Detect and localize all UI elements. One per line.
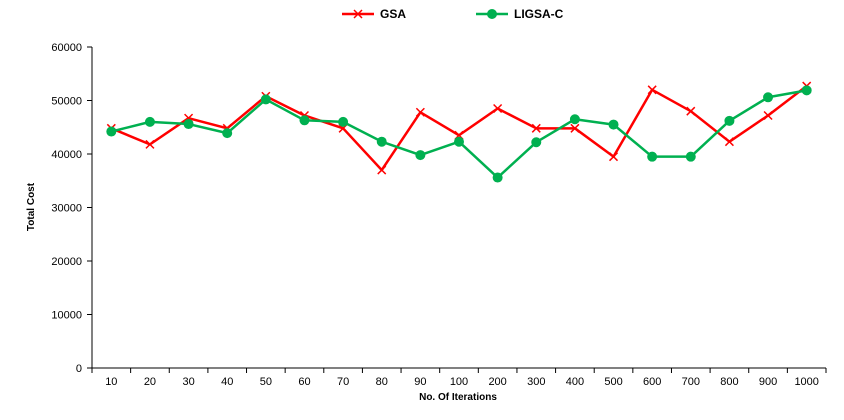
data-point	[415, 107, 425, 117]
x-tick-label: 20	[144, 376, 156, 388]
marker-stroke	[145, 139, 155, 149]
x-tick-label: 100	[450, 376, 468, 388]
x-axis: 10 20 30 40 50 60 70 80 90 100 200 300 400 500 600 700 8…	[91, 367, 827, 388]
x-tick-label: 30	[182, 376, 194, 388]
data-point	[376, 136, 387, 147]
series-layer	[106, 81, 812, 183]
x-tick-label: 40	[221, 376, 233, 388]
legend-marker	[353, 9, 363, 19]
marker-stroke	[353, 9, 363, 19]
marker-stroke	[493, 103, 503, 114]
y-tick-label: 50000	[51, 96, 82, 108]
x-tick-label: 80	[376, 376, 388, 388]
x-tick-label: 800	[720, 376, 738, 388]
data-point	[686, 106, 696, 116]
x-axis-title: No. Of Iterations	[419, 392, 497, 403]
legend-label: GSA	[380, 7, 406, 21]
data-point	[685, 151, 696, 162]
data-point	[492, 172, 503, 183]
x-tick-label: 90	[414, 376, 426, 388]
y-tick-label: 60000	[51, 42, 82, 54]
data-point	[763, 92, 774, 103]
series-ligsa-c	[106, 85, 812, 183]
marker-stroke	[608, 152, 619, 162]
y-tick-label: 10000	[51, 310, 82, 322]
data-point	[415, 150, 426, 161]
marker-stroke	[647, 85, 657, 95]
marker-stroke	[763, 110, 773, 121]
y-axis-title: Total Cost	[26, 182, 37, 231]
x-tick-label: 700	[682, 376, 700, 388]
y-tick-label: 30000	[51, 203, 82, 215]
data-point	[724, 137, 734, 147]
y-tick-label: 20000	[51, 256, 82, 268]
data-point	[570, 123, 580, 133]
data-point	[222, 128, 233, 139]
data-point	[724, 115, 735, 126]
x-tick-label: 200	[488, 376, 506, 388]
y-tick-label: 40000	[51, 149, 82, 161]
marker-stroke	[686, 106, 696, 116]
marker-stroke	[531, 123, 541, 133]
marker-stroke	[724, 137, 734, 147]
marker-stroke	[377, 165, 387, 175]
y-tick-label: 0	[76, 363, 82, 375]
x-tick-label: 70	[337, 376, 349, 388]
data-point	[647, 85, 657, 95]
legend-item: LIGSA-C	[476, 7, 564, 21]
legend-marker	[487, 9, 497, 19]
marker-stroke	[570, 123, 580, 133]
data-point	[377, 165, 387, 175]
data-point	[763, 110, 773, 121]
legend-item: GSA	[342, 7, 406, 21]
x-tick-label: 50	[260, 376, 272, 388]
legend-label: LIGSA-C	[514, 7, 564, 21]
y-axis: 0 10000 20000 30000 40000 50000 60000	[51, 42, 93, 375]
data-point	[338, 116, 349, 127]
data-point	[493, 103, 503, 114]
data-point	[531, 137, 542, 148]
data-point	[454, 136, 464, 147]
x-tick-label: 400	[566, 376, 584, 388]
data-point	[608, 119, 619, 130]
x-tick-label: 1000	[794, 376, 818, 388]
series-line	[110, 85, 808, 172]
data-point	[144, 116, 155, 127]
x-tick-label: 900	[759, 376, 777, 388]
data-point	[801, 85, 812, 96]
data-point	[183, 119, 194, 130]
marker-stroke	[415, 107, 425, 117]
x-tick-label: 600	[643, 376, 661, 388]
data-point	[569, 114, 580, 125]
data-point	[260, 94, 271, 105]
x-tick-label: 300	[527, 376, 545, 388]
x-tick-label: 10	[105, 376, 117, 388]
data-point	[106, 126, 117, 137]
data-point	[608, 152, 619, 162]
data-point	[145, 139, 155, 149]
data-point	[531, 123, 541, 133]
chart-legend: GSA LIGSA-C	[342, 7, 564, 21]
series-gsa	[106, 81, 812, 175]
x-tick-label: 500	[604, 376, 622, 388]
data-point	[647, 151, 658, 162]
x-tick-label: 60	[298, 376, 310, 388]
data-point	[299, 115, 310, 126]
